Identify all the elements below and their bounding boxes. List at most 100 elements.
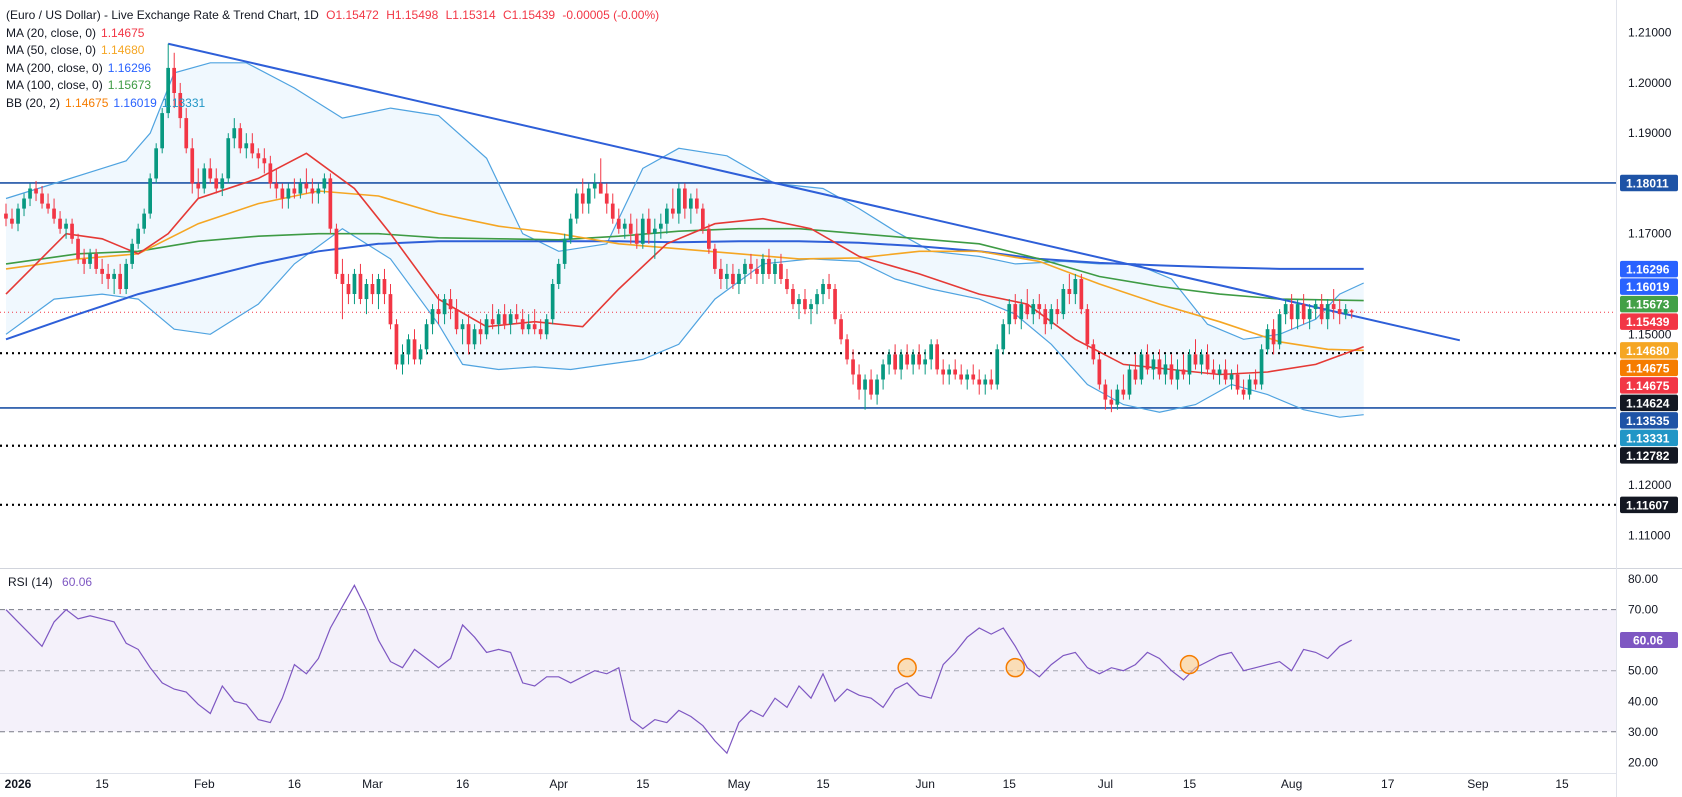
indicator-row[interactable]: MA (100, close, 0) 1.15673 [6,77,659,95]
rsi-highlight-circle [1179,654,1200,675]
candle-body [767,258,771,274]
candle-body [863,379,867,390]
candle-body [208,168,213,179]
candle-body [1349,310,1354,313]
candle-body [1175,369,1180,380]
price-label-bg [1620,342,1678,359]
candle-body [785,279,789,290]
candle-body [1097,359,1102,385]
indicator-row[interactable]: MA (50, close, 0) 1.14680 [6,42,659,60]
candle-body [460,324,465,330]
candle-body [1043,309,1048,325]
candle-body [556,263,561,284]
candle-body [719,268,723,279]
time-tick-label: Jun [916,777,935,791]
candle-body [827,284,831,289]
candle-body [1049,309,1054,325]
candle-body [424,324,429,350]
candle-body [142,213,146,229]
candle-body [472,329,477,345]
candle-body [178,93,183,119]
candle-body [550,284,555,320]
price-label-bg [1620,496,1678,514]
candle-body [238,128,243,149]
candle-body [1223,369,1228,380]
price-label-bg [1620,429,1678,447]
price-label-text: 1.18011 [1626,176,1669,190]
price-label-bg [1620,359,1678,377]
candle-body [1235,374,1240,390]
candle-body [106,273,110,279]
time-tick-label: May [728,777,751,791]
candle-body [1067,289,1072,294]
candle-body [28,188,32,199]
candle-body [707,228,711,249]
candle-body [490,319,495,325]
time-tick-label: 15 [636,777,650,791]
price-label-text: 1.14675 [1626,361,1670,375]
candle-body [76,238,80,259]
rsi-highlight-circle [1005,657,1026,678]
candle-body [544,319,549,335]
candle-body [1061,289,1066,315]
indicator-label: MA (200, close, 0) [6,60,103,75]
candle-body [604,193,609,204]
rsi-value: 60.06 [62,575,93,589]
candle-body [701,208,705,229]
candle-body [250,143,255,154]
indicator-value: 1.14675 [101,25,145,40]
indicator-row[interactable]: MA (20, close, 0) 1.14675 [6,25,659,43]
price-label-text: 1.13535 [1626,414,1670,428]
candle-body [977,379,982,385]
candle-body [1085,309,1090,345]
candle-body [1025,304,1030,315]
candle-body [580,193,585,204]
candle-body [1265,329,1270,350]
indicator-value: 1.14680 [101,43,145,57]
candle-body [40,193,44,204]
price-label-badge: 1.14680 [1620,342,1678,359]
candle-body [905,354,909,365]
candle-body [628,223,633,234]
candle-body [640,218,645,244]
indicator-row[interactable]: BB (20, 2) 1.14675 1.16019 1.13331 [6,95,659,113]
candle-body [310,188,315,194]
candle-body [1205,354,1210,370]
candle-body [184,118,189,149]
candle-body [1325,304,1330,320]
candle-body [616,218,621,229]
candle-body [887,354,891,365]
rsi-band-fill [0,609,1616,732]
candle-body [875,379,879,395]
candle-body [851,359,855,375]
candle-body [430,309,435,325]
price-tick-label: 1.19000 [1628,126,1672,140]
ohlc-open: O1.15472 [326,8,379,22]
candle-body [136,228,140,244]
candle-body [935,344,939,370]
candle-body [280,188,285,199]
candle-body [893,354,897,370]
time-tick-label: 15 [1003,777,1017,791]
price-label-badge: 1.11607 [1620,496,1678,514]
candle-body [1055,309,1060,315]
candle-body [821,284,825,295]
candle-body [190,148,195,184]
candle-body [911,354,915,365]
price-label-badge: 1.16019 [1620,278,1678,295]
candle-body [610,203,615,219]
candle-body [1301,304,1306,320]
indicator-row[interactable]: MA (200, close, 0) 1.16296 [6,60,659,78]
candle-body [1283,304,1288,315]
candle-body [1169,364,1174,380]
time-tick-label: 15 [1183,777,1197,791]
candle-body [1217,369,1222,375]
candle-body [370,284,375,295]
indicator-value: 1.14675 [65,95,109,110]
candle-body [22,198,26,209]
candle-body [304,183,309,189]
candle-body [761,258,765,274]
candle-body [244,143,249,149]
candle-body [502,314,507,325]
